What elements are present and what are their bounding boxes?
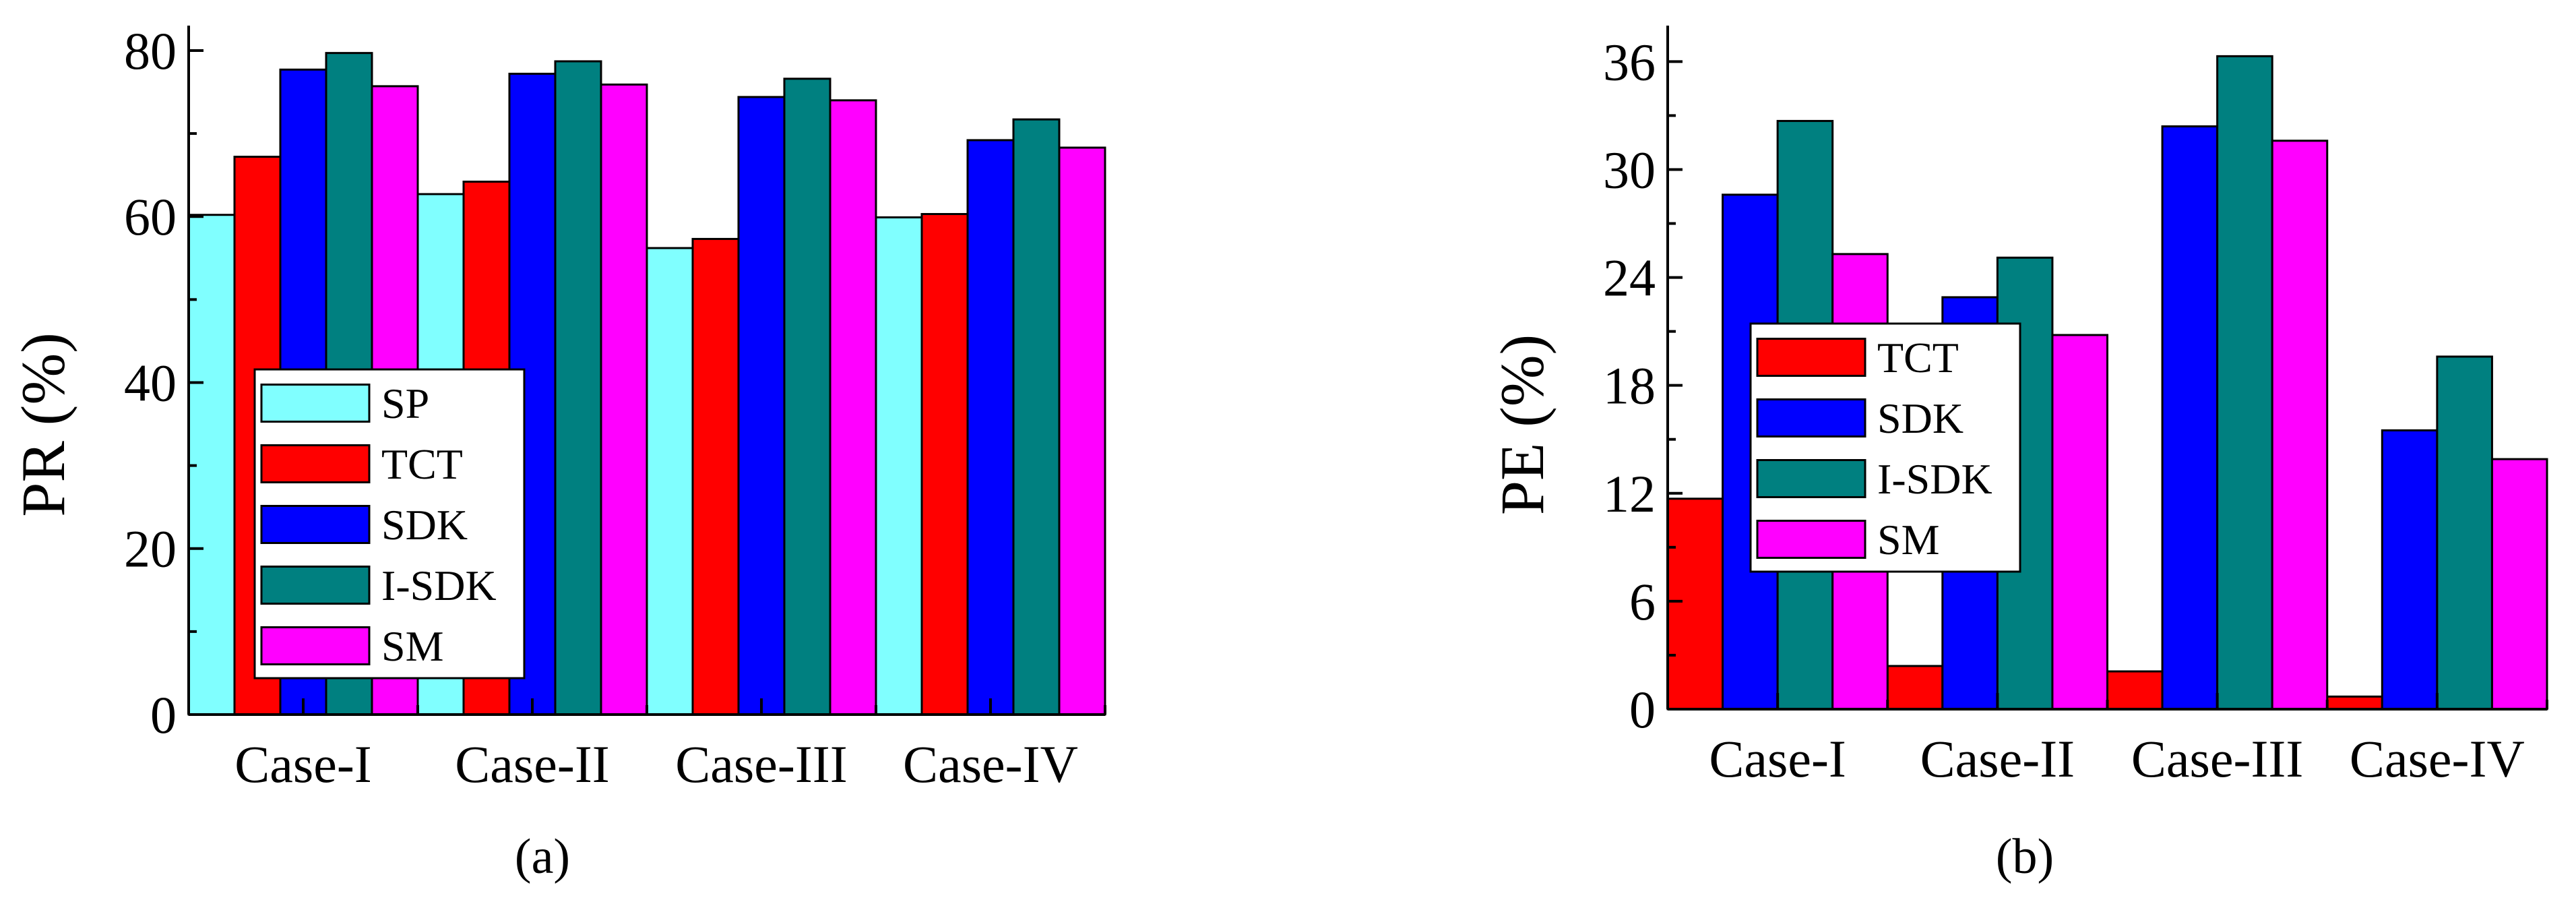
bar-i-sdk-case-iii bbox=[783, 78, 831, 716]
legend-a: SP TCT SDK I-SDK SM bbox=[253, 368, 526, 680]
bar-i-sdk-case-iv bbox=[2436, 355, 2493, 711]
bar-sdk-case-iii bbox=[737, 96, 786, 716]
legend-swatch-sm-a bbox=[260, 626, 371, 665]
legend-label-i-sdk-a: I-SDK bbox=[381, 562, 497, 609]
caption-a: (a) bbox=[515, 829, 570, 884]
y-tick-label-b: 12 bbox=[1603, 464, 1656, 523]
bar-sm-case-iii bbox=[829, 99, 877, 716]
y-tick-label-b: 0 bbox=[1629, 680, 1656, 739]
bar-tct-case-iv bbox=[920, 213, 969, 716]
legend-label-tct-a: TCT bbox=[381, 440, 463, 488]
bar-sp-case-iii bbox=[646, 247, 694, 716]
legend-label-tct-b: TCT bbox=[1877, 334, 1959, 382]
legend-swatch-i-sdk-b bbox=[1756, 459, 1866, 498]
legend-label-sm-a: SM bbox=[381, 622, 444, 670]
legend-b: TCT SDK I-SDK SM bbox=[1749, 322, 2021, 573]
bar-sdk-case-iii bbox=[2161, 125, 2219, 711]
x-tick-label-case-i-a: Case-I bbox=[234, 735, 372, 793]
x-tick-label-case-ii-a: Case-II bbox=[455, 735, 610, 793]
y-tick-label-b: 24 bbox=[1603, 249, 1656, 307]
y-axis-title-b: PE (%) bbox=[1488, 334, 1557, 515]
bar-sm-case-iv bbox=[1058, 146, 1106, 716]
x-tick-label-case-ii-b: Case-II bbox=[1920, 729, 2075, 788]
legend-swatch-i-sdk-a bbox=[260, 566, 371, 605]
bar-tct-case-ii bbox=[1886, 665, 1944, 711]
legend-swatch-sdk-b bbox=[1756, 398, 1866, 437]
x-tick-label-case-iii-a: Case-III bbox=[675, 735, 848, 793]
legend-label-sdk-a: SDK bbox=[381, 501, 468, 549]
bar-i-sdk-case-iii bbox=[2216, 55, 2273, 711]
bar-sm-case-ii bbox=[600, 83, 648, 716]
y-tick-label-b: 18 bbox=[1603, 357, 1656, 415]
bar-tct-case-iii bbox=[691, 237, 740, 716]
bar-sm-case-ii bbox=[2051, 334, 2108, 711]
caption-b: (b) bbox=[1996, 829, 2054, 884]
chart-panel-b: PE (%) (b) 0 6 12 18 24 30 36 Case-I Case-II Case… bbox=[1488, 26, 2548, 884]
legend-label-sp-a: SP bbox=[381, 380, 429, 427]
y-tick-label-a: 80 bbox=[124, 22, 177, 80]
bar-sdk-case-iv bbox=[2381, 429, 2439, 711]
bar-sp-case-iv bbox=[875, 216, 923, 716]
bar-sm-case-iv bbox=[2490, 458, 2548, 711]
chart-marks-b: 0 6 12 18 24 30 36 Case-I Case-II Case-III Case-IV bbox=[1603, 26, 2548, 788]
legend-swatch-sdk-a bbox=[260, 505, 371, 544]
bar-tct-case-iii bbox=[2106, 670, 2164, 711]
bar-sm-case-iii bbox=[2271, 140, 2329, 711]
bar-tct-case-i bbox=[1666, 497, 1724, 711]
y-tick-label-a: 20 bbox=[124, 520, 177, 578]
legend-label-sdk-b: SDK bbox=[1877, 394, 1964, 442]
bar-sdk-case-iv bbox=[966, 139, 1015, 716]
y-tick-label-b: 6 bbox=[1629, 572, 1656, 631]
bar-i-sdk-case-ii bbox=[554, 60, 602, 716]
legend-label-sm-b: SM bbox=[1877, 516, 1940, 564]
y-tick-label-b: 30 bbox=[1603, 140, 1656, 199]
chart-panel-a: PR (%) (a) 0 20 40 60 80 Case-I Case-II Case-II… bbox=[9, 22, 1106, 884]
x-tick-label-case-iv-a: Case-IV bbox=[903, 735, 1078, 793]
bar-tct-case-iv bbox=[2326, 695, 2383, 711]
legend-swatch-sp-a bbox=[260, 384, 371, 423]
x-tick-label-case-i-b: Case-I bbox=[1709, 729, 1846, 788]
legend-swatch-sm-b bbox=[1756, 520, 1866, 559]
x-tick-label-case-iii-b: Case-III bbox=[2131, 729, 2304, 788]
x-tick-label-case-iv-b: Case-IV bbox=[2350, 729, 2525, 788]
y-tick-label-a: 60 bbox=[124, 187, 177, 246]
y-tick-label-a: 0 bbox=[150, 686, 177, 744]
y-axis-title-a: PR (%) bbox=[9, 332, 77, 516]
legend-swatch-tct-a bbox=[260, 444, 371, 483]
legend-label-i-sdk-b: I-SDK bbox=[1877, 455, 1992, 503]
bar-i-sdk-case-iv bbox=[1012, 118, 1061, 716]
legend-swatch-tct-b bbox=[1756, 338, 1866, 377]
y-tick-label-b: 36 bbox=[1603, 32, 1656, 91]
y-tick-label-a: 40 bbox=[124, 353, 177, 412]
